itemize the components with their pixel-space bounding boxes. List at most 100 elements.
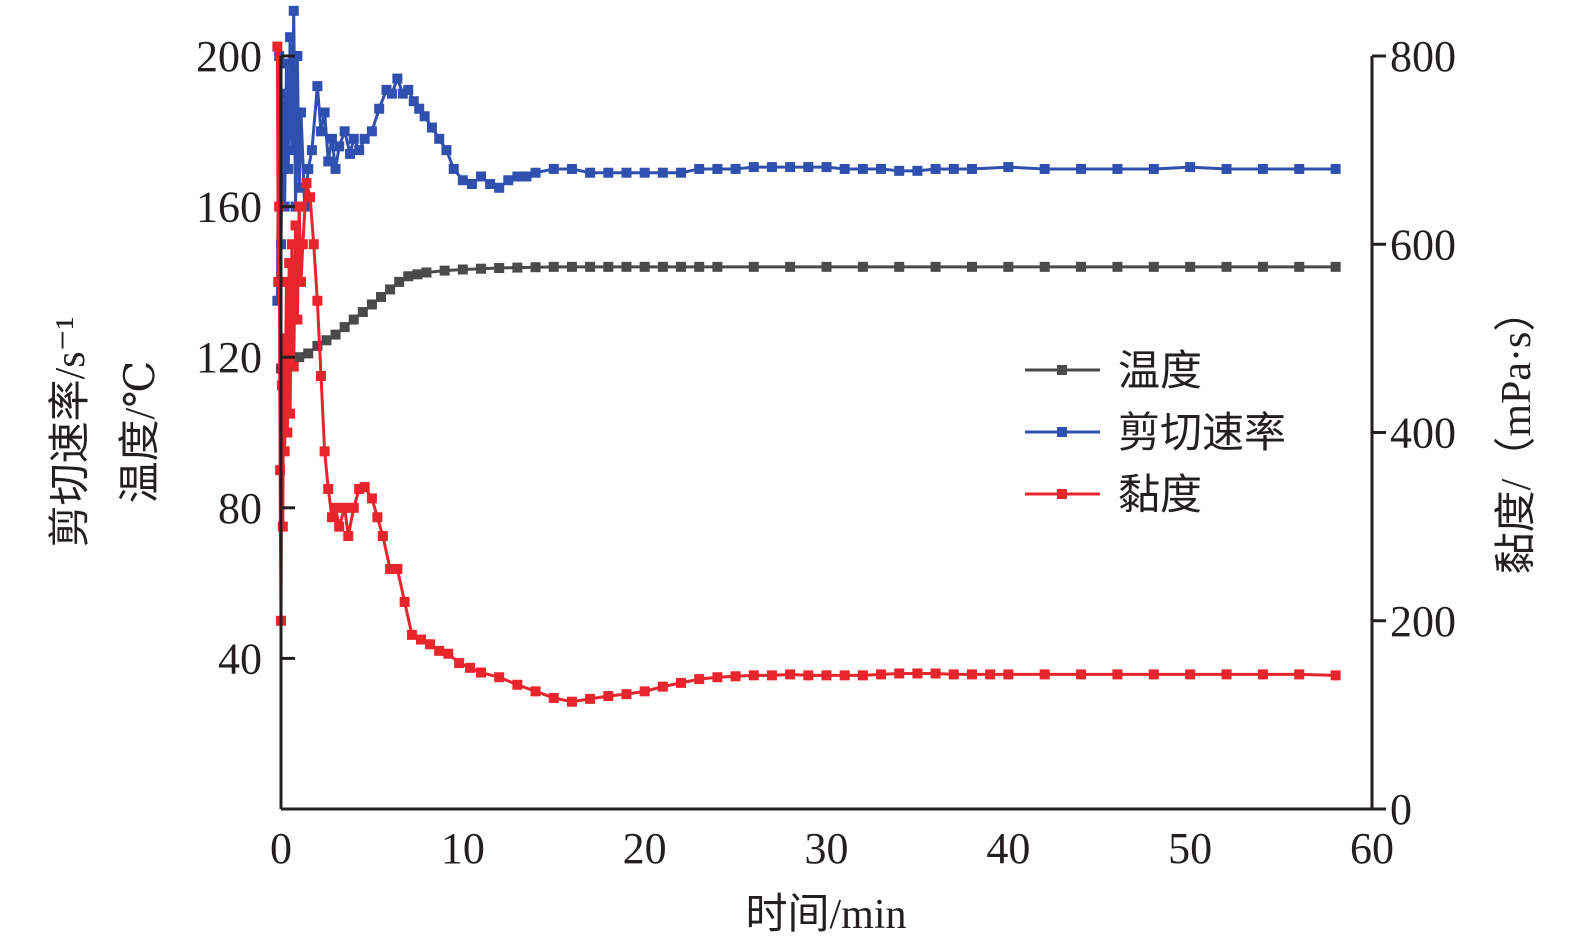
- data-point: [694, 163, 705, 174]
- x-tick-label: 40: [986, 824, 1030, 873]
- data-point: [319, 107, 330, 118]
- y-right-tick-label: 800: [1390, 32, 1456, 81]
- data-point: [503, 175, 514, 186]
- data-point: [857, 261, 868, 272]
- data-point: [279, 446, 290, 457]
- data-point: [303, 348, 314, 359]
- data-point: [434, 133, 445, 144]
- data-point: [1003, 162, 1014, 173]
- data-point: [321, 335, 332, 346]
- data-point: [639, 167, 650, 178]
- legend-item: 剪切速率: [1025, 410, 1286, 457]
- data-point: [305, 192, 316, 203]
- data-point: [274, 201, 285, 212]
- data-point: [366, 493, 377, 504]
- data-point: [277, 521, 288, 532]
- data-point: [748, 261, 759, 272]
- data-point: [803, 162, 814, 173]
- data-point: [296, 107, 307, 118]
- data-point: [345, 148, 356, 159]
- data-point: [1185, 669, 1196, 680]
- legend-item: 温度: [1025, 349, 1202, 395]
- x-tick-label: 10: [441, 824, 485, 873]
- data-point: [585, 693, 596, 704]
- data-point: [512, 679, 523, 690]
- data-point: [381, 84, 392, 95]
- data-point: [312, 81, 323, 92]
- data-point: [894, 261, 905, 272]
- data-point: [1076, 163, 1087, 174]
- data-point: [1148, 261, 1159, 272]
- data-point: [912, 668, 923, 679]
- data-point: [372, 512, 383, 523]
- data-point: [366, 299, 377, 310]
- data-point: [676, 677, 687, 688]
- data-point: [676, 167, 687, 178]
- legend-label: 黏度: [1118, 473, 1202, 519]
- data-point: [285, 408, 296, 419]
- y-right-tick-label: 0: [1390, 785, 1412, 834]
- data-point: [530, 167, 541, 178]
- data-point: [748, 670, 759, 681]
- data-point: [316, 371, 327, 382]
- data-point: [476, 263, 487, 274]
- data-point: [457, 175, 468, 186]
- data-point: [803, 670, 814, 681]
- x-axis-label: 时间/min: [745, 892, 906, 938]
- data-point: [466, 179, 477, 190]
- data-point: [439, 265, 450, 276]
- data-point: [348, 314, 359, 325]
- data-point: [408, 96, 419, 107]
- data-point: [377, 531, 388, 542]
- data-point: [1294, 261, 1305, 272]
- data-point: [312, 295, 323, 306]
- data-point: [399, 596, 410, 607]
- data-point: [403, 84, 414, 95]
- data-point: [386, 88, 397, 99]
- data-point: [785, 669, 796, 680]
- data-point: [339, 502, 350, 513]
- data-point: [785, 162, 796, 173]
- data-point: [894, 668, 905, 679]
- legend-marker: [1057, 365, 1067, 375]
- data-point: [334, 521, 345, 532]
- data-point: [621, 261, 632, 272]
- data-point: [730, 163, 741, 174]
- data-point: [1003, 261, 1014, 272]
- data-point: [278, 333, 289, 344]
- data-point: [839, 670, 850, 681]
- y-left-tick-label: 160: [196, 183, 262, 232]
- data-point: [323, 483, 334, 494]
- data-point: [274, 51, 285, 61]
- data-point: [657, 681, 668, 692]
- data-point: [1257, 669, 1268, 680]
- data-point: [406, 629, 417, 640]
- data-point: [465, 662, 476, 673]
- y-axis-label-right: 黏度/（mPa·s）: [1494, 290, 1540, 575]
- data-point: [1148, 669, 1159, 680]
- data-point: [272, 295, 283, 306]
- data-point: [930, 163, 941, 174]
- data-point: [354, 145, 365, 156]
- data-point: [548, 692, 559, 703]
- data-point: [512, 171, 523, 182]
- data-point: [286, 239, 297, 250]
- data-point: [585, 261, 596, 272]
- y-axis-label-left-shear: 剪切速率/s⁻¹: [47, 317, 94, 548]
- tick-labels: 0 10 20 30 40 50 60 40 80 120 160 200 0 200 400 600 800: [196, 32, 1456, 873]
- data-point: [748, 162, 759, 173]
- data-point: [412, 269, 423, 280]
- data-point: [485, 179, 496, 190]
- data-point: [985, 669, 996, 680]
- x-tick-label: 60: [1350, 824, 1394, 873]
- data-point: [1294, 163, 1305, 174]
- data-point: [912, 165, 923, 176]
- data-point: [326, 512, 337, 523]
- data-point: [1221, 163, 1232, 174]
- data-point: [948, 163, 959, 174]
- data-point: [286, 145, 297, 156]
- data-point: [376, 291, 387, 302]
- data-point: [434, 645, 445, 656]
